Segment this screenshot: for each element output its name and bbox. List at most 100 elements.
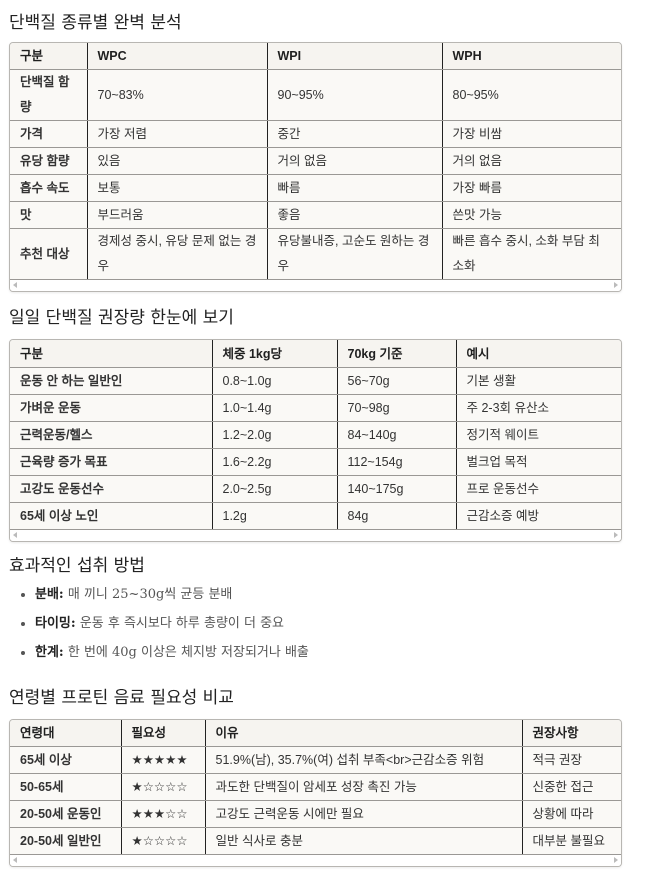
table-cell: 51.9%(남), 35.7%(여) 섭취 부족<br>근감소증 위험 xyxy=(205,746,523,774)
table-header-row: 구분 체중 1kg당 70kg 기준 예시 xyxy=(10,340,621,368)
table-cell: 112~154g xyxy=(337,448,457,476)
table-cell: 70~98g xyxy=(337,394,457,422)
list-item-text: 한 번에 40g 이상은 체지방 저장되거나 배출 xyxy=(63,645,309,660)
scroll-left-icon[interactable] xyxy=(13,282,17,288)
horizontal-scrollbar[interactable] xyxy=(10,530,621,541)
table-cell: 추천 대상 xyxy=(10,228,88,280)
table-cell: 거의 없음 xyxy=(267,147,443,175)
table-row: 유당 함량 있음 거의 없음 거의 없음 xyxy=(10,147,621,175)
table-cell: 과도한 단백질이 암세포 성장 촉진 가능 xyxy=(205,773,523,801)
column-header: 이유 xyxy=(205,720,523,747)
table-cell: 가장 저렴 xyxy=(87,120,268,148)
table-cell: 정기적 웨이트 xyxy=(456,421,621,449)
table-cell: 1.6~2.2g xyxy=(212,448,338,476)
table-row: 20-50세 일반인 ★☆☆☆☆ 일반 식사로 충분 대부분 불필요 xyxy=(10,827,621,855)
table-cell: 근육량 증가 목표 xyxy=(10,448,213,476)
table-cell: 빠른 흡수 중시, 소화 부담 최소화 xyxy=(442,228,621,280)
section-title-protein-types: 단백질 종류별 완벽 분석 xyxy=(9,13,182,33)
table-cell: 50-65세 xyxy=(10,773,122,801)
table-cell: 중간 xyxy=(267,120,443,148)
table-cell: 운동 안 하는 일반인 xyxy=(10,367,213,395)
table-cell: ★★★☆☆ xyxy=(121,800,206,828)
scroll-right-icon[interactable] xyxy=(614,857,618,863)
table-cell: 일반 식사로 충분 xyxy=(205,827,523,855)
list-item-label: 한계: xyxy=(35,645,64,660)
table-row: 고강도 운동선수 2.0~2.5g 140~175g 프로 운동선수 xyxy=(10,475,621,503)
table-cell: 기본 생활 xyxy=(456,367,621,395)
column-header: 권장사항 xyxy=(522,720,621,747)
table-cell: ★★★★★ xyxy=(121,746,206,774)
table-row: 가격 가장 저렴 중간 가장 비쌈 xyxy=(10,120,621,148)
list-item: 타이밍: 운동 후 즉시보다 하루 총량이 더 중요 xyxy=(35,611,309,640)
scroll-left-icon[interactable] xyxy=(13,532,17,538)
table-header-row: 연령대 필요성 이유 권장사항 xyxy=(10,720,621,747)
table-cell: 주 2-3회 유산소 xyxy=(456,394,621,422)
table-cell: 흡수 속도 xyxy=(10,174,88,202)
table-cell: 부드러움 xyxy=(87,201,268,229)
table-row: 20-50세 운동인 ★★★☆☆ 고강도 근력운동 시에만 필요 상황에 따라 xyxy=(10,800,621,828)
scroll-right-icon[interactable] xyxy=(614,282,618,288)
column-header: WPC xyxy=(87,43,268,70)
daily-intake-table: 구분 체중 1kg당 70kg 기준 예시 운동 안 하는 일반인 0.8~1.0g 56~… xyxy=(9,339,622,542)
table-row: 65세 이상 노인 1.2g 84g 근감소증 예방 xyxy=(10,502,621,530)
table-cell: 상황에 따라 xyxy=(522,800,621,828)
list-item-label: 분배: xyxy=(35,587,64,602)
table-cell: 근력운동/헬스 xyxy=(10,421,213,449)
table-row: 흡수 속도 보통 빠름 가장 빠름 xyxy=(10,174,621,202)
list-item: 분배: 매 끼니 25~30g씩 균등 분배 xyxy=(35,582,309,611)
table-cell: 84g xyxy=(337,502,457,530)
table-cell: 고강도 근력운동 시에만 필요 xyxy=(205,800,523,828)
table-cell: 단백질 함량 xyxy=(10,69,88,121)
table-row: 50-65세 ★☆☆☆☆ 과도한 단백질이 암세포 성장 촉진 가능 신중한 접근 xyxy=(10,773,621,801)
section-title-daily-intake: 일일 단백질 권장량 한눈에 보기 xyxy=(9,308,234,328)
table-header-row: 구분 WPC WPI WPH xyxy=(10,43,621,70)
table-cell: 90~95% xyxy=(267,69,443,121)
table-cell: 70~83% xyxy=(87,69,268,121)
table-cell: 신중한 접근 xyxy=(522,773,621,801)
table-cell: 1.0~1.4g xyxy=(212,394,338,422)
table-cell: 적극 권장 xyxy=(522,746,621,774)
column-header: 예시 xyxy=(456,340,621,368)
table-cell: 거의 없음 xyxy=(442,147,621,175)
column-header: 연령대 xyxy=(10,720,122,747)
table-cell: 빠름 xyxy=(267,174,443,202)
table-cell: 가장 빠름 xyxy=(442,174,621,202)
scroll-left-icon[interactable] xyxy=(13,857,17,863)
table-cell: 맛 xyxy=(10,201,88,229)
column-header: WPH xyxy=(442,43,621,70)
table-cell: 유당 함량 xyxy=(10,147,88,175)
table-cell: 20-50세 일반인 xyxy=(10,827,122,855)
horizontal-scrollbar[interactable] xyxy=(10,855,621,866)
protein-types-table: 구분 WPC WPI WPH 단백질 함량 70~83% 90~95% 80~95% 가격 가장 … xyxy=(9,42,622,292)
table-cell: ★☆☆☆☆ xyxy=(121,773,206,801)
table-cell: 경제성 중시, 유당 문제 없는 경우 xyxy=(87,228,268,280)
section-title-age-comparison: 연령별 프로틴 음료 필요성 비교 xyxy=(9,688,234,708)
column-header: 구분 xyxy=(10,43,88,70)
table-cell: 벌크업 목적 xyxy=(456,448,621,476)
table-row: 가벼운 운동 1.0~1.4g 70~98g 주 2-3회 유산소 xyxy=(10,394,621,422)
table-row: 단백질 함량 70~83% 90~95% 80~95% xyxy=(10,69,621,121)
table-cell: 대부분 불필요 xyxy=(522,827,621,855)
scroll-right-icon[interactable] xyxy=(614,532,618,538)
table-cell: 0.8~1.0g xyxy=(212,367,338,395)
table-row: 추천 대상 경제성 중시, 유당 문제 없는 경우 유당불내증, 고순도 원하는 경… xyxy=(10,228,621,280)
table-cell: 좋음 xyxy=(267,201,443,229)
intake-method-list: 분배: 매 끼니 25~30g씩 균등 분배타이밍: 운동 후 즉시보다 하루 … xyxy=(9,582,309,669)
column-header: 구분 xyxy=(10,340,213,368)
table-row: 맛 부드러움 좋음 쓴맛 가능 xyxy=(10,201,621,229)
table-cell: ★☆☆☆☆ xyxy=(121,827,206,855)
table-row: 65세 이상 ★★★★★ 51.9%(남), 35.7%(여) 섭취 부족<br>근… xyxy=(10,746,621,774)
table-cell: 가벼운 운동 xyxy=(10,394,213,422)
table-row: 운동 안 하는 일반인 0.8~1.0g 56~70g 기본 생활 xyxy=(10,367,621,395)
list-item: 한계: 한 번에 40g 이상은 체지방 저장되거나 배출 xyxy=(35,640,309,669)
horizontal-scrollbar[interactable] xyxy=(10,280,621,291)
table-row: 근육량 증가 목표 1.6~2.2g 112~154g 벌크업 목적 xyxy=(10,448,621,476)
table-cell: 65세 이상 xyxy=(10,746,122,774)
table-cell: 1.2~2.0g xyxy=(212,421,338,449)
table-cell: 고강도 운동선수 xyxy=(10,475,213,503)
column-header: 체중 1kg당 xyxy=(212,340,338,368)
list-item-label: 타이밍: xyxy=(35,616,76,631)
table-cell: 80~95% xyxy=(442,69,621,121)
column-header: 70kg 기준 xyxy=(337,340,457,368)
table-cell: 가장 비쌈 xyxy=(442,120,621,148)
